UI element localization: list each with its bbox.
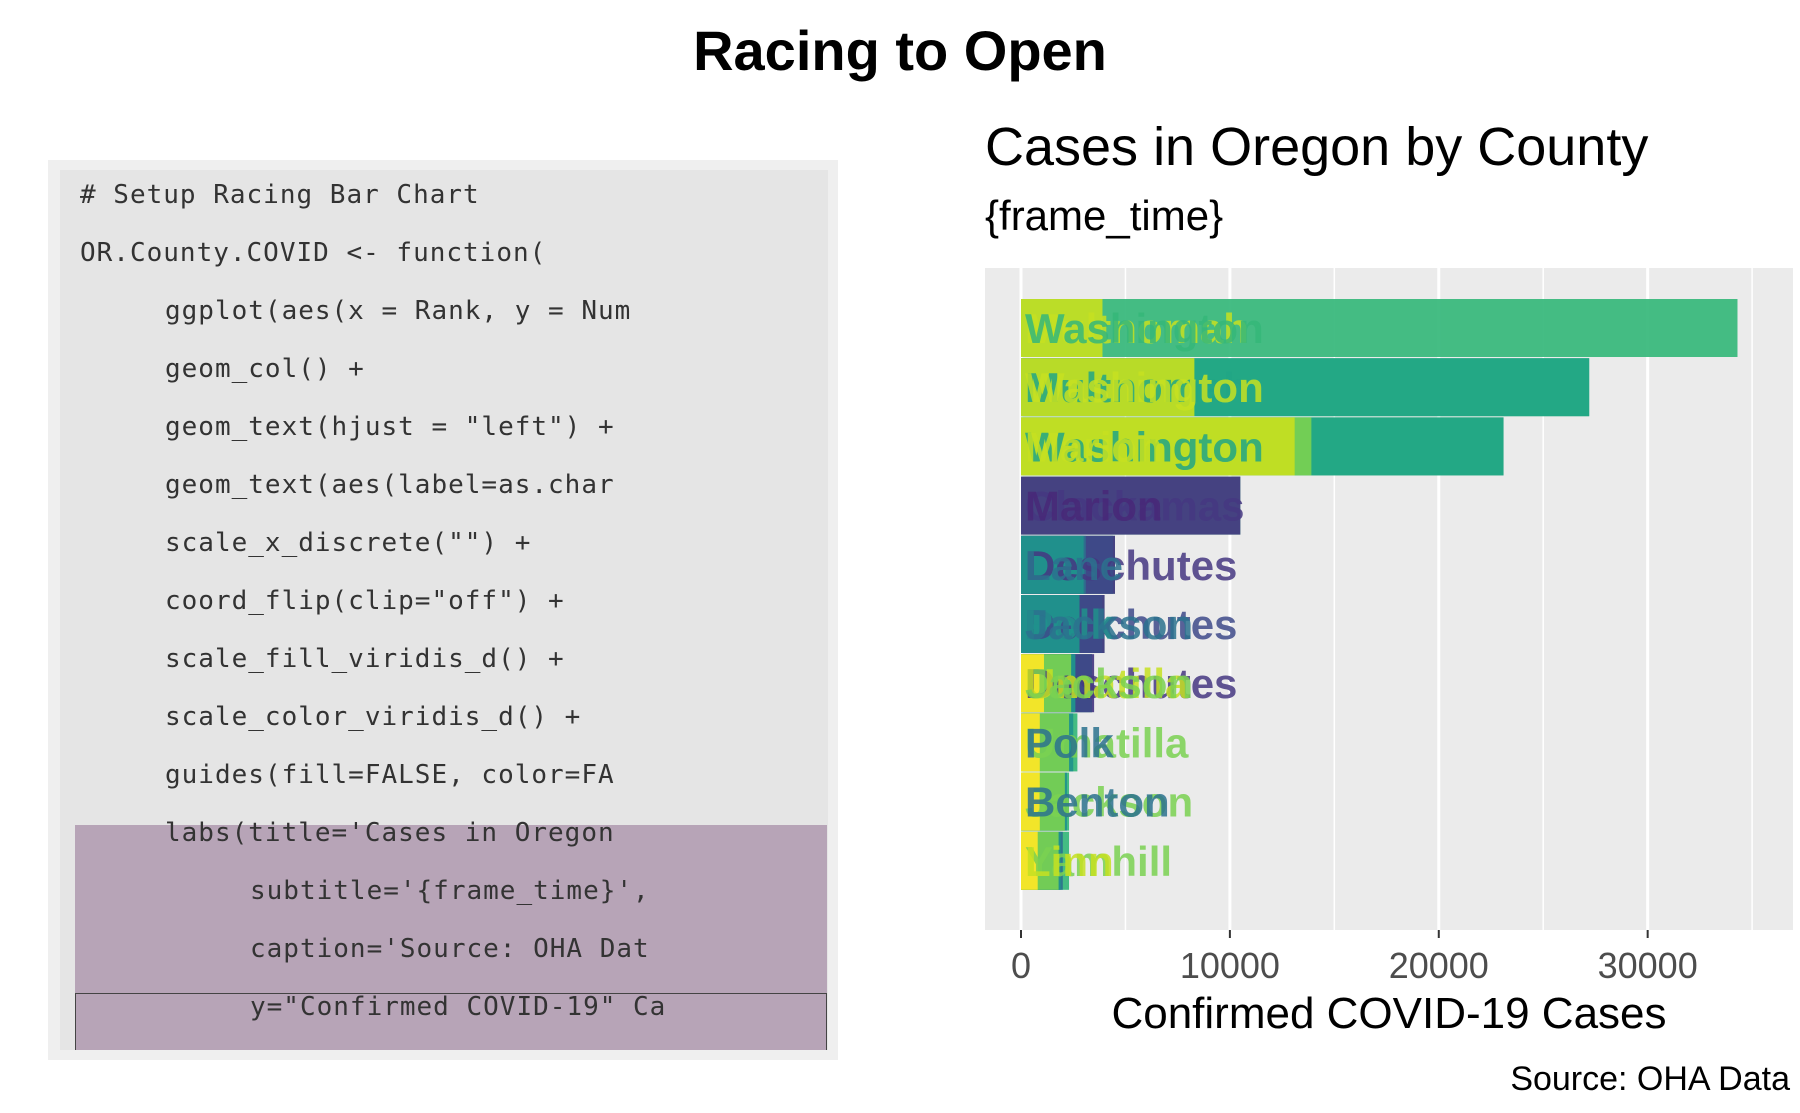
bar — [1021, 476, 1241, 535]
x-tick-label: 0 — [1011, 945, 1031, 986]
code-line: caption='Source: OHA Dat — [250, 934, 650, 964]
code-panel: # Setup Racing Bar Chart OR.County.COVID … — [48, 160, 838, 1060]
bar-label: Washington — [1025, 423, 1264, 470]
bar-label: Polk — [1025, 601, 1114, 648]
code-line: coord_flip(clip="off") + — [165, 586, 565, 616]
code-line: # Setup Racing Bar Chart — [80, 180, 480, 210]
code-line: scale_fill_viridis_d() + — [165, 644, 565, 674]
bar — [1021, 535, 1084, 594]
code-line: y="Confirmed COVID-19" Ca — [250, 992, 667, 1022]
bars — [1021, 299, 1738, 890]
code-line: geom_text(aes(label=as.char — [165, 470, 615, 500]
bar-label: Marion — [1025, 483, 1163, 530]
bar-label: Clackamas — [1025, 483, 1245, 530]
chart-subtitle: {frame_time} — [985, 192, 1223, 239]
bar — [1021, 358, 1195, 417]
bar — [1021, 299, 1738, 357]
code-line: guides(fill=FALSE, color=FA — [165, 760, 615, 790]
x-tick-label: 30000 — [1598, 945, 1698, 986]
bar-label: Umatilla — [1025, 660, 1189, 707]
bar-label: Polk — [1025, 719, 1114, 766]
code-line: scale_color_viridis_d() + — [165, 702, 582, 732]
code-line: subtitle='{frame_time}', — [250, 876, 650, 906]
bar-label: Benton — [1025, 779, 1170, 826]
code-line: geom_col() + — [165, 354, 365, 384]
x-tick-label: 20000 — [1389, 945, 1489, 986]
chart-title: Cases in Oregon by County — [985, 117, 1648, 177]
bar — [1021, 831, 1038, 890]
bar — [1021, 654, 1044, 713]
bar-label: Lane — [1025, 542, 1123, 589]
bar-label: Deschutes — [1025, 542, 1237, 589]
code-highlight — [75, 825, 827, 1050]
x-axis-label: Confirmed COVID-19 Cases — [1111, 989, 1666, 1038]
bar — [1021, 772, 1040, 831]
bar-label: Deschutes — [1025, 601, 1237, 648]
code-line: ggplot(aes(x = Rank, y = Num — [165, 296, 632, 326]
bar-label: Linn — [1025, 838, 1114, 885]
code-highlight-box — [75, 993, 827, 1050]
code-line: labs(title='Cases in Oregon — [165, 818, 615, 848]
bar-label: Multnomah — [1025, 305, 1249, 352]
bar — [1021, 299, 1103, 357]
code-inner: # Setup Racing Bar Chart OR.County.COVID … — [60, 170, 828, 1050]
bar — [1021, 713, 1040, 772]
bar-label: Washington — [1025, 305, 1264, 352]
bar-label: Jackson — [1025, 779, 1193, 826]
code-line: geom_text(hjust = "left") + — [165, 412, 615, 442]
bar-label: Umatilla — [1025, 719, 1189, 766]
bar-label: Yamhill — [1025, 838, 1172, 885]
bar — [1021, 595, 1080, 653]
x-axis: 0 10000 20000 30000 — [1011, 930, 1698, 986]
bar-label: Jackson — [1025, 601, 1193, 648]
bar — [1021, 417, 1295, 476]
code-line: scale_x_discrete("") + — [165, 528, 532, 558]
bar-label: Washington — [1025, 364, 1264, 411]
code-line: OR.County.COVID <- function( — [80, 238, 547, 268]
bar-label: Jackson — [1025, 660, 1193, 707]
bar-label: Multnomah — [1025, 364, 1249, 411]
bar-labels: MultnomahWashingtonMultnomahWashingtonWa… — [1025, 305, 1264, 885]
x-tick-label: 10000 — [1180, 945, 1280, 986]
bar-label: Deschutes — [1025, 660, 1237, 707]
chart-caption: Source: OHA Data — [1510, 1060, 1790, 1098]
main-title: Racing to Open — [693, 19, 1107, 82]
bar-label: Marion — [1025, 423, 1163, 470]
